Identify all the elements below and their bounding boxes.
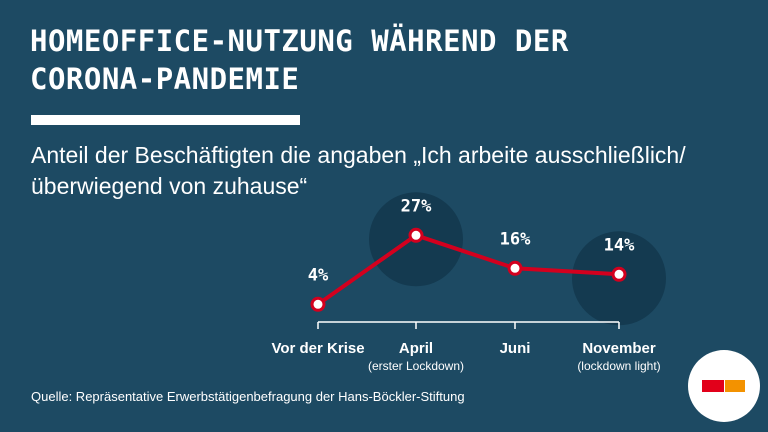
chart-subtitle: Anteil der Beschäftigten die angaben „Ic… — [31, 140, 731, 202]
logo-orange-block — [725, 380, 745, 392]
data-point-1 — [408, 227, 424, 243]
series-line — [316, 233, 620, 306]
data-point-0 — [310, 296, 326, 312]
chart-subtitle-line-1: Anteil der Beschäftigten die angaben „Ic… — [31, 142, 686, 168]
data-label-1: 27% — [401, 196, 432, 216]
data-point-2 — [507, 260, 523, 276]
data-label-3: 14% — [604, 235, 635, 255]
category-label-2: Juni — [500, 340, 531, 357]
hans-boeckler-stiftung-logo-icon — [688, 350, 760, 422]
category-label-1: April — [399, 340, 433, 357]
chart-title-line-2: Corona-Pandemie — [30, 62, 300, 96]
category-sublabel-3: (lockdown light) — [577, 359, 660, 373]
logo-red-block — [702, 380, 724, 392]
category-sublabel-1: (erster Lockdown) — [368, 359, 464, 373]
source-note: Quelle: Repräsentative Erwerbstätigenbef… — [31, 389, 465, 404]
data-point-3 — [611, 266, 627, 282]
chart-subtitle-line-2: überwiegend von zuhause“ — [31, 173, 308, 199]
chart-title: Homeoffice-Nutzung während der Corona-Pa… — [30, 22, 730, 98]
title-underline — [31, 115, 300, 125]
category-label-0: Vor der Krise — [271, 340, 364, 357]
data-label-0: 4% — [308, 265, 329, 285]
data-label-2: 16% — [500, 229, 531, 249]
category-label-3: November — [582, 340, 656, 357]
chart-title-line-1: Homeoffice-Nutzung während der — [30, 24, 569, 58]
